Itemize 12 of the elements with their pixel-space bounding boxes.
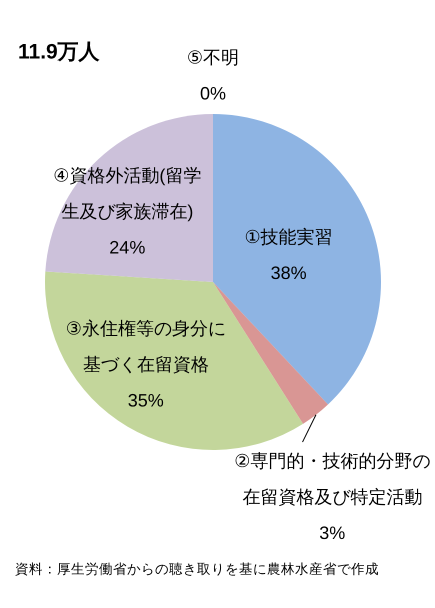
chart-title: 11.9万人 [18, 40, 101, 64]
data-label: 24% [109, 237, 146, 258]
data-label: 38% [270, 263, 307, 284]
text: 0% [200, 83, 226, 104]
slice-label: ①技能実習 [244, 227, 333, 248]
text: 資料：厚生労働省からの聴き取りを基に農林水産省で作成 [15, 562, 379, 576]
slice-label: ③永住権等の身分に基づく在留資格 [66, 318, 226, 374]
data-label: 3% [319, 523, 346, 544]
slice-label: ②専門的・技術的分野の在留資格及び特定活動 [234, 451, 430, 508]
data-label: 35% [128, 390, 164, 410]
slice-label: ④資格外活動(留学生及び家族滞在) [53, 165, 202, 222]
category-label: ⑤不明 [186, 47, 240, 68]
